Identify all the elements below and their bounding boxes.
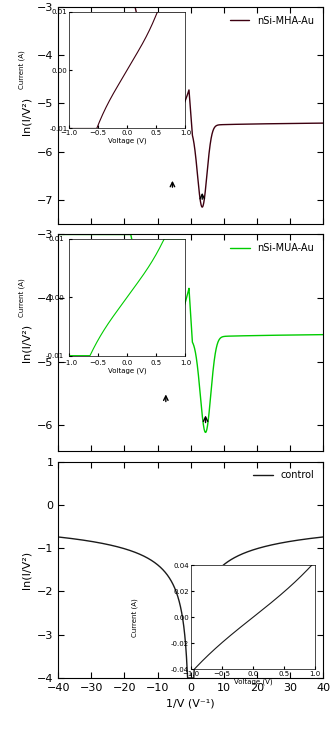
X-axis label: 1/V (V⁻¹): 1/V (V⁻¹) [166, 698, 215, 709]
Y-axis label: ln(I/V²): ln(I/V²) [21, 324, 31, 362]
Legend: nSi-MHA-Au: nSi-MHA-Au [226, 12, 318, 30]
Y-axis label: ln(I/V²): ln(I/V²) [21, 550, 31, 589]
Legend: control: control [249, 467, 318, 484]
Y-axis label: ln(I/V²): ln(I/V²) [21, 96, 31, 135]
Legend: nSi-MUA-Au: nSi-MUA-Au [226, 239, 318, 257]
